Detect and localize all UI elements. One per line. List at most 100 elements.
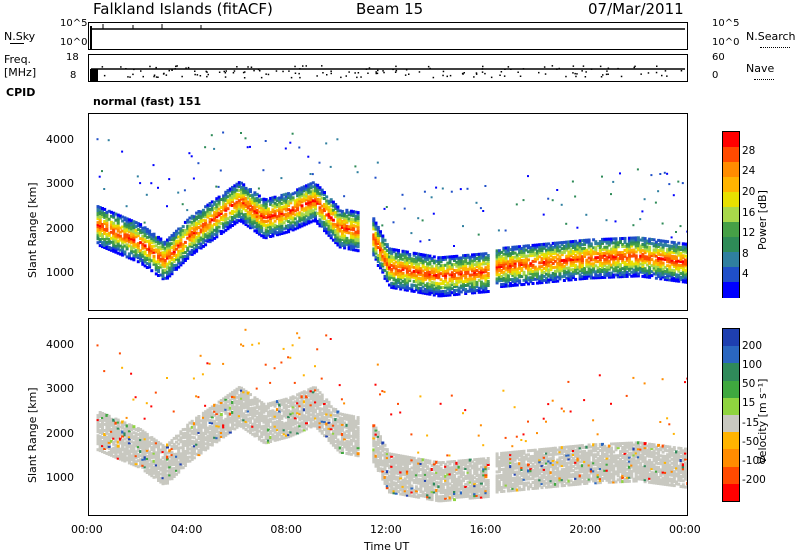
power-cell — [163, 252, 167, 256]
power-cell — [527, 276, 530, 280]
power-cell — [134, 229, 138, 233]
power-cell — [148, 231, 152, 235]
power-cell — [127, 234, 131, 238]
power-cell — [403, 286, 407, 290]
nave-dot — [356, 76, 358, 79]
power-cell — [553, 243, 557, 247]
power-cell — [659, 173, 662, 175]
velocity-cell — [161, 464, 165, 468]
power-cell — [580, 257, 584, 261]
power-cell — [316, 211, 320, 215]
power-cell — [623, 236, 627, 240]
velocity-cell — [179, 456, 183, 460]
power-cell — [284, 196, 288, 200]
power-cell — [661, 273, 665, 277]
power-cell — [284, 214, 288, 218]
power-cell — [684, 276, 687, 280]
power-cell — [441, 282, 445, 285]
power-cell — [338, 215, 342, 219]
power-cell — [118, 252, 122, 256]
power-cell — [419, 257, 423, 260]
power-cell — [538, 247, 542, 251]
velocity-cell — [197, 429, 201, 432]
nave-dot — [225, 70, 227, 72]
velocity-cell — [132, 457, 136, 461]
power-cell — [195, 227, 199, 231]
power-cell — [580, 255, 584, 259]
power-cell — [215, 209, 219, 213]
power-cell — [316, 183, 320, 187]
power-cell — [621, 243, 625, 246]
power-cell — [634, 264, 638, 268]
power-cell — [679, 225, 682, 228]
power-cell — [567, 258, 571, 262]
power-cell — [374, 247, 378, 251]
power-cell — [112, 235, 116, 239]
power-cell — [139, 229, 143, 233]
power-cell — [509, 256, 513, 260]
power-cell — [464, 284, 468, 287]
power-cell — [466, 289, 470, 293]
power-cell — [168, 248, 172, 252]
power-cell — [296, 214, 300, 218]
power-cell — [190, 222, 194, 226]
power-cell — [506, 250, 510, 254]
power-cell — [518, 267, 522, 271]
power-cell — [311, 195, 315, 199]
power-cell — [616, 257, 620, 261]
velocity-cell — [192, 442, 196, 446]
nave-dot — [322, 72, 324, 74]
power-cell — [262, 235, 266, 239]
velocity-cell — [170, 457, 174, 461]
power-cell — [435, 269, 439, 273]
power-cell — [325, 142, 328, 145]
velocity-cell — [172, 471, 176, 474]
power-cell — [569, 242, 573, 246]
power-cell — [596, 274, 600, 278]
power-cell — [101, 209, 104, 212]
velocity-cell — [179, 454, 183, 458]
power-cell — [410, 271, 414, 275]
power-cell — [249, 202, 252, 206]
power-cell — [619, 241, 622, 245]
power-cell — [175, 253, 178, 257]
power-cell — [233, 194, 237, 198]
power-cell — [643, 251, 647, 255]
power-cell — [213, 216, 217, 220]
power-cell — [675, 267, 678, 271]
power-cell — [132, 254, 136, 258]
nave-dot — [556, 68, 558, 70]
nave-dot — [232, 72, 235, 74]
power-cell — [307, 199, 311, 203]
velocity-cell — [163, 455, 167, 459]
power-cell — [190, 240, 194, 244]
power-cell — [316, 193, 320, 197]
nave-dot — [519, 75, 522, 77]
power-cell — [666, 244, 670, 248]
power-cell — [338, 209, 342, 213]
power-cell — [311, 213, 315, 217]
velocity-cell — [116, 450, 120, 454]
power-cell — [675, 255, 678, 259]
power-cell — [372, 225, 376, 229]
power-cell — [417, 262, 421, 266]
power-cell — [432, 287, 436, 291]
power-cell — [652, 260, 656, 264]
power-cell — [598, 246, 602, 249]
power-cell — [614, 253, 618, 257]
power-cell — [177, 227, 181, 231]
power-cell — [226, 227, 230, 231]
power-cell — [592, 268, 596, 272]
velocity-cell — [195, 416, 199, 420]
power-cell — [334, 203, 338, 206]
power-cell — [255, 208, 259, 212]
power-cell — [627, 252, 631, 256]
velocity-cell — [145, 450, 149, 454]
power-cell — [141, 238, 145, 242]
power-cell — [275, 197, 279, 201]
power-cell — [340, 231, 344, 235]
power-cell — [318, 210, 322, 214]
power-cell — [432, 259, 436, 263]
power-cell — [571, 244, 575, 247]
power-cell — [504, 246, 508, 250]
